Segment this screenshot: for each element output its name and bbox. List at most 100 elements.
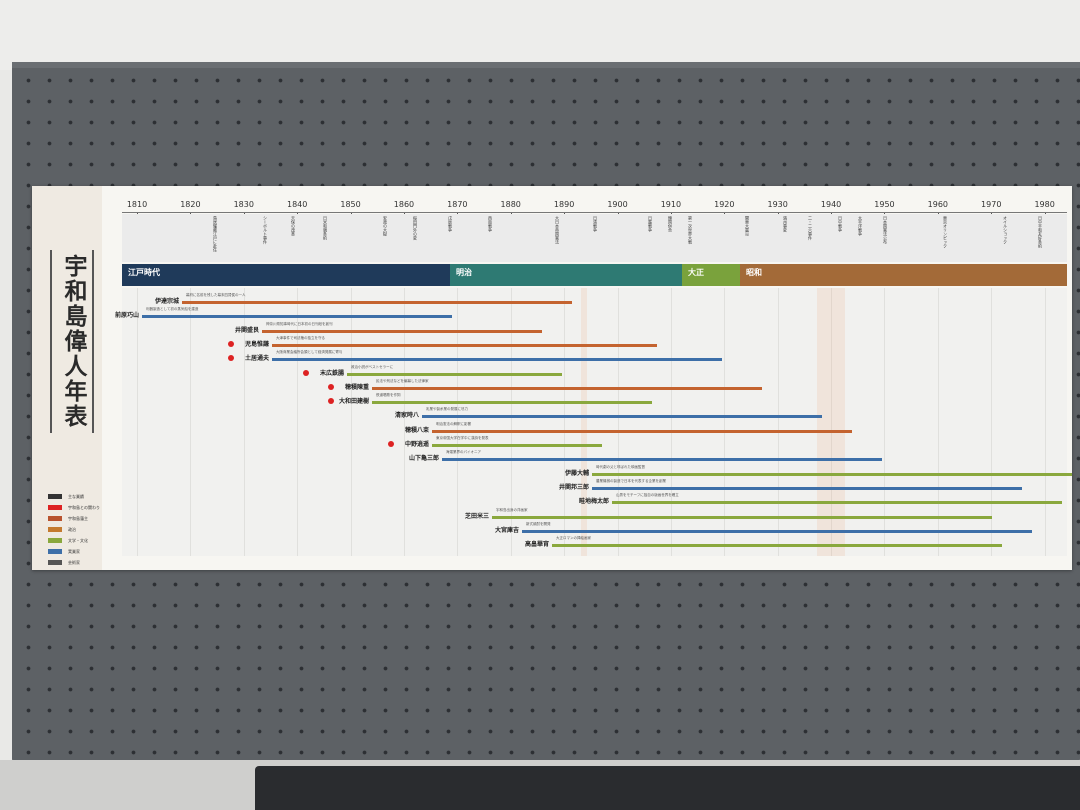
year-label: 1920 <box>714 200 735 209</box>
grid-line <box>350 288 352 556</box>
person-row: 井関盛艮 神奈川県知事時代に日本初の日刊紙を創刊 <box>122 322 1067 335</box>
event-label: 安政の大獄 <box>383 216 388 236</box>
person-name: 伊達宗城 <box>154 298 179 305</box>
lifespan-bar <box>422 415 822 419</box>
axis-line <box>122 212 1067 213</box>
person-name: 土居通夫 <box>244 355 269 363</box>
year-label: 1890 <box>553 200 575 209</box>
year-label: 1910 <box>660 200 682 209</box>
legend-label: 宇和島との関わり <box>68 505 100 510</box>
lifespan-bar <box>372 386 762 390</box>
grid-line <box>831 288 833 556</box>
birth-marker <box>228 340 234 347</box>
year-label: 1960 <box>927 200 949 209</box>
person-note: 東京帝国大学在学中に漢詩を発表 <box>436 436 489 440</box>
person-note: 利器製造として初の蒸気船を建造 <box>146 307 199 312</box>
year-label: 1860 <box>393 200 415 209</box>
event-label: 東京オリンピック <box>943 216 948 248</box>
legend-swatch <box>48 560 62 565</box>
lifespan-bar <box>612 501 1062 505</box>
era-band-0: 江戸時代 <box>122 264 450 286</box>
event-label: 桜田門外の変 <box>413 216 418 240</box>
person-note: 海運業界のパイオニア <box>446 450 481 455</box>
person-name: 大和田建樹 <box>338 398 369 406</box>
person-name: 大宮庫吉 <box>494 526 519 534</box>
year-label: 1870 <box>447 200 468 209</box>
event-label: 西南戦争 <box>488 216 493 232</box>
highlight-band <box>581 288 587 556</box>
person-row: 伊達宗城 幕府に名前を残した幕末四賢侯の一人 <box>122 293 1067 306</box>
era-band-2: 大正 <box>682 264 740 286</box>
person-name: 井関盛艮 <box>234 326 259 334</box>
grid-line <box>724 288 726 556</box>
birth-marker <box>388 441 394 447</box>
event-label: 鳥居耀蔵江戸に赴任 <box>213 216 218 252</box>
grid-line <box>1044 288 1046 556</box>
legend-label: 政治 <box>68 527 76 532</box>
person-row: 清家時八 乳業や製糸業の発展に尽力 <box>122 407 1067 420</box>
event-label: シーボルト事件 <box>263 216 268 244</box>
event-label: 日中平和友好条約 <box>1038 216 1043 248</box>
lifespan-bar <box>592 472 1072 476</box>
event-label: 関東大震災 <box>745 216 750 236</box>
event-label: 韓国併合 <box>668 216 673 232</box>
person-row: 畦地梅太郎 山男をモチーフに独自の版画世界を確立 <box>122 493 1067 506</box>
display-monitor <box>255 766 1080 810</box>
year-label: 1850 <box>340 200 361 209</box>
person-name: 高畠華宵 <box>524 541 549 549</box>
person-name: 末広鉄腸 <box>319 369 344 377</box>
year-label: 1830 <box>233 200 254 209</box>
person-note: 幕府に名前を残した幕末四賢侯の一人 <box>186 293 246 297</box>
event-label: 日本国憲法公布 <box>883 216 888 244</box>
event-label: 太平洋戦争 <box>858 216 863 236</box>
lifespan-bar <box>442 458 882 462</box>
person-name: 児島惟謙 <box>244 340 269 348</box>
grid-line <box>137 288 138 556</box>
year-label: 1810 <box>126 200 148 209</box>
person-name: 伊藤大輔 <box>564 469 589 477</box>
person-note: 明治憲法の解釈に影響 <box>436 421 471 426</box>
lifespan-bar <box>552 544 1002 548</box>
legend-swatch <box>48 505 62 510</box>
event-label: 戊辰戦争 <box>448 216 453 232</box>
events-strip: 鳥居耀蔵江戸に赴任 シーボルト事件 天保の改革 日米和親条約 安政の大獄 桜田門外の変 戊辰… <box>122 214 1067 262</box>
person-note: 乳業や製糸業の発展に尽力 <box>426 407 468 412</box>
grid-line <box>190 288 192 556</box>
person-note: 時代劇の父と呼ばれた映画監督 <box>596 464 645 469</box>
grid-line <box>884 288 886 556</box>
legend-item: 主な業績 <box>48 494 108 499</box>
grid-line <box>564 288 566 556</box>
person-row: 中野逍遥 東京帝国大学在学中に漢詩を発表 <box>122 436 1067 449</box>
event-label: 日清戦争 <box>593 216 598 232</box>
person-name: 穂積陳重 <box>344 383 369 391</box>
person-name: 畦地梅太郎 <box>578 498 609 506</box>
year-axis: 1810 1820 1830 1840 1850 1860 1870 1880 1890 1900… <box>122 200 1067 218</box>
person-row: 山下亀三郎 海運業界のパイオニア <box>122 450 1067 463</box>
legend-item: 実業家 <box>48 549 108 554</box>
grid-line <box>297 288 299 556</box>
year-label: 1930 <box>767 200 788 209</box>
legend-swatch <box>48 516 62 521</box>
year-label: 1820 <box>180 200 201 209</box>
wall <box>0 0 1080 70</box>
grid-line <box>403 288 405 556</box>
person-name: 井関邦三郎 <box>558 483 589 491</box>
poster-title-panel <box>32 186 102 570</box>
legend-label: 実業家 <box>68 549 80 554</box>
birth-marker <box>228 355 234 362</box>
lifespan-bar <box>432 444 602 447</box>
legend-label: 主な業績 <box>68 494 84 499</box>
person-name: 穂積八束 <box>404 426 429 434</box>
birth-marker <box>328 398 334 405</box>
timeline-poster: 宇和島偉人年表 主な業績 宇和島との関わり 宇和島藩主 政治 文学・文化 実業家 芸術家 1… <box>32 186 1072 570</box>
era-label: 大正 <box>688 268 704 277</box>
legend-label: 芸術家 <box>68 560 80 565</box>
grid-line <box>617 288 619 556</box>
grid-line <box>991 288 993 556</box>
legend-swatch <box>48 527 62 532</box>
era-band-1: 明治 <box>450 264 682 286</box>
grid-line <box>243 288 245 556</box>
legend-item: 宇和島との関わり <box>48 505 108 510</box>
person-name: 中野逍遥 <box>404 441 429 448</box>
lifespan-bar <box>272 343 657 347</box>
